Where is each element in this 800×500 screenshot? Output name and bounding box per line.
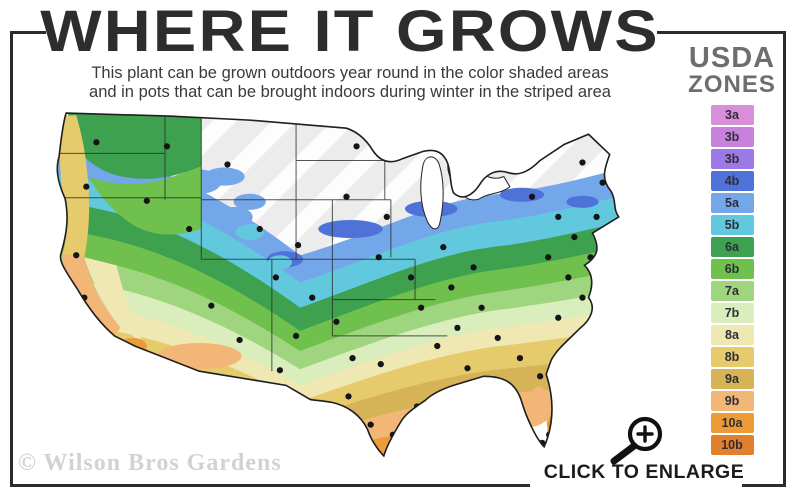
legend-title-zones: ZONES [688,71,776,98]
frame-bottom-right-segment [742,484,786,487]
frame-top-right-segment [657,31,786,34]
zone-chip-9b: 9b [710,391,754,411]
zone-chip-3b: 3b [710,149,754,169]
subtitle-line-2: and in pots that can be brought indoors … [89,83,611,101]
legend-title-usda: USDA [688,42,776,74]
us-zone-map[interactable] [48,106,648,464]
zone-chip-9a: 9a [710,369,754,389]
zone-chip-10a: 10a [710,413,754,433]
zone-shading [57,113,619,456]
watermark: © Wilson Bros Gardens [18,450,282,476]
zone-chip-3b: 3b [710,127,754,147]
page-title: WHERE IT GROWS [40,0,660,64]
frame-right [783,31,786,487]
frame-left [10,31,13,487]
subtitle-line-1: This plant can be grown outdoors year ro… [91,64,609,82]
zone-chip-10b: 10b [710,435,754,455]
zone-chip-6a: 6a [710,237,754,257]
zone-chip-4b: 4b [710,171,754,191]
state-borders [58,115,448,372]
zone-chip-8a: 8a [710,325,754,345]
zone-chip-7a: 7a [710,281,754,301]
zone-chip-5a: 5a [710,193,754,213]
zone-chip-6b: 6b [710,259,754,279]
zone-chip-3a: 3a [710,105,754,125]
zone-chip-7b: 7b [710,303,754,323]
click-to-enlarge-label[interactable]: CLICK TO ENLARGE [543,461,745,483]
us-outline [56,112,620,458]
subtitle: This plant can be grown outdoors year ro… [50,64,650,102]
frame-top-left-segment [10,31,46,34]
magnifier-zoom-in-icon[interactable] [605,410,675,466]
zone-chip-8b: 8b [710,347,754,367]
zone-list: 3a 3b 3b 4b 5a 5b 6a 6b 7a 7b 8a 8b 9a 9b 10a 10b [672,105,792,457]
zone-chip-5b: 5b [710,215,754,235]
frame-bottom-left-segment [10,484,530,487]
